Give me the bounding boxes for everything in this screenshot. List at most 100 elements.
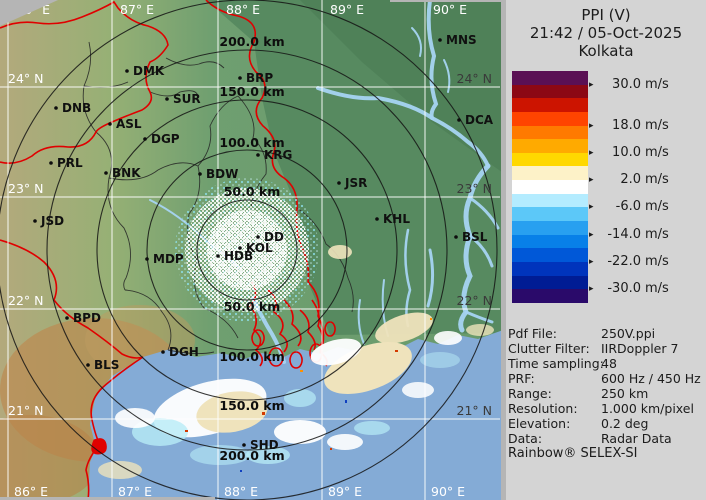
station-label: DGH	[169, 345, 199, 359]
scale-segment	[512, 221, 588, 235]
info-value: 250 km	[601, 386, 649, 401]
info-row: Resolution: 1.000 km/pixel	[508, 401, 704, 416]
scale-tick-arrow-icon: ▸	[589, 257, 594, 268]
scale-segment	[512, 193, 588, 208]
station-label: SUR	[173, 92, 201, 106]
info-value: IIRDoppler 7	[601, 341, 679, 356]
scale-segment	[512, 125, 588, 140]
velocity-color-scale	[512, 71, 588, 303]
info-row: Data: Radar Data	[508, 431, 704, 446]
station-label: DGP	[151, 132, 180, 146]
latitude-label-right: 22° N	[457, 293, 492, 308]
station-dot	[337, 181, 341, 185]
scale-value: -6.0	[615, 199, 641, 215]
scale-segment	[512, 84, 588, 99]
station-dot	[65, 316, 69, 320]
scale-tick-arrow-icon: ▸	[589, 229, 594, 240]
info-panel: PPI (V) 21:42 / 05-Oct-2025 Kolkata ▸ 30.…	[506, 0, 706, 500]
scale-unit: m/s	[645, 76, 669, 92]
scale-value: 30.0	[612, 76, 641, 92]
info-row: Pdf File: 250V.ppi	[508, 326, 704, 341]
info-value: 1.000 km/pixel	[601, 401, 694, 416]
station-label: HDB	[224, 249, 253, 263]
info-label: Elevation:	[508, 416, 571, 431]
scale-segment	[512, 289, 588, 303]
map-frame-edges	[0, 0, 506, 500]
latitude-label-right: 23° N	[457, 181, 492, 196]
station-label: MDP	[153, 252, 184, 266]
station-label: DMK	[133, 64, 165, 78]
radar-map-canvas: 86° E86° E87° E87° E88° E88° E89° E89° E…	[0, 0, 506, 500]
scale-tick-arrow-icon: ▸	[589, 147, 594, 158]
longitude-label-top: 87° E	[120, 2, 154, 17]
station-label: JSD	[40, 214, 64, 228]
scale-unit: m/s	[645, 281, 669, 297]
scale-value: -14.0	[607, 226, 641, 242]
station-dot	[54, 106, 58, 110]
range-ring-label: 200.0 km	[219, 34, 284, 49]
station-dot	[438, 38, 442, 42]
scale-segment	[512, 234, 588, 249]
scale-tick-arrow-icon: ▸	[589, 175, 594, 186]
radar-site-name: Kolkata	[578, 42, 634, 60]
station-dot	[375, 217, 379, 221]
longitude-label-bottom: 86° E	[14, 484, 48, 499]
station-label: ASL	[116, 117, 142, 131]
scale-value: -30.0	[607, 281, 641, 297]
scale-value: 18.0	[612, 117, 641, 133]
range-ring-label: 100.0 km	[219, 349, 284, 364]
scale-segment	[512, 275, 588, 290]
longitude-label-bottom: 87° E	[118, 484, 152, 499]
station-dot	[125, 69, 129, 73]
station-label: BPD	[73, 311, 101, 325]
info-value: Radar Data	[601, 431, 672, 446]
info-value: 250V.ppi	[601, 326, 656, 341]
station-dot	[145, 257, 149, 261]
station-label: KRG	[264, 148, 292, 162]
station-label: MNS	[446, 33, 477, 47]
range-ring	[0, 0, 498, 500]
info-row: Range: 250 km	[508, 386, 704, 401]
scale-tick-arrow-icon: ▸	[589, 284, 594, 295]
latitude-label-left: 21° N	[8, 403, 43, 418]
scale-segment	[512, 207, 588, 222]
station-dot	[238, 76, 242, 80]
station-label: BRP	[246, 71, 273, 85]
scale-tick-arrow-icon: ▸	[589, 202, 594, 213]
scale-segment	[512, 152, 588, 167]
range-rings	[0, 0, 498, 500]
station-dot	[242, 443, 246, 447]
scale-segment	[512, 166, 588, 181]
station-label: DNB	[62, 101, 91, 115]
scale-segment	[512, 111, 588, 126]
scale-segment	[512, 71, 588, 85]
longitude-label-bottom: 90° E	[431, 484, 465, 499]
info-label: Range:	[508, 386, 552, 401]
info-label: Pdf File:	[508, 326, 557, 341]
scale-unit: m/s	[645, 172, 669, 188]
latitude-label-left: 24° N	[8, 71, 43, 86]
scale-tick-arrow-icon: ▸	[589, 120, 594, 131]
station-label: BSL	[462, 230, 488, 244]
info-value: 600 Hz / 450 Hz	[601, 371, 701, 386]
latlon-grid	[0, 0, 500, 500]
station-dot	[104, 171, 108, 175]
longitude-label-top: 88° E	[226, 2, 260, 17]
station-label: BLS	[94, 358, 119, 372]
scale-unit: m/s	[645, 144, 669, 160]
longitude-label-top: 90° E	[433, 2, 467, 17]
station-dot	[86, 363, 90, 367]
longitude-label-bottom: 89° E	[328, 484, 362, 499]
range-ring	[146, 149, 348, 351]
station-label: DCA	[465, 113, 494, 127]
longitude-label-top: 89° E	[330, 2, 364, 17]
station-label: BDW	[206, 167, 238, 181]
station-dot	[33, 219, 37, 223]
info-label: Resolution:	[508, 401, 578, 416]
latitude-label-left: 23° N	[8, 181, 43, 196]
scale-segment	[512, 180, 588, 194]
product-info-table: Pdf File: 250V.ppi Clutter Filter: IIRDoppl…	[508, 326, 704, 446]
range-ring-label: 50.0 km	[224, 184, 281, 199]
product-datetime: 21:42 / 05-Oct-2025	[529, 24, 683, 42]
range-ring	[196, 199, 298, 301]
